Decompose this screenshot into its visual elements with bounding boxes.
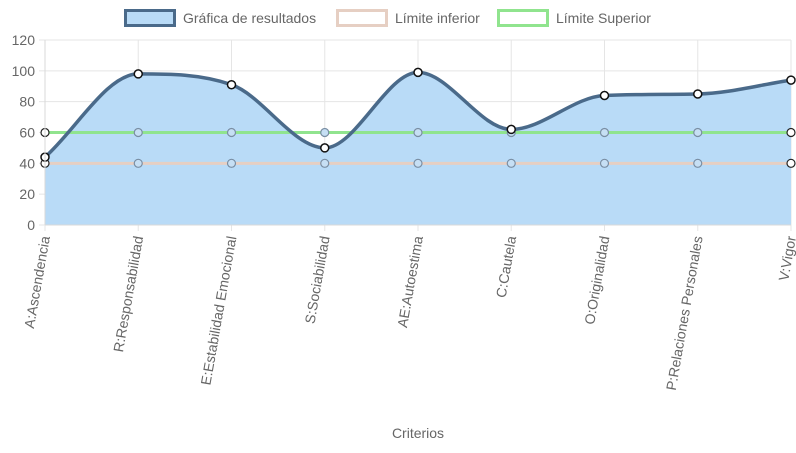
y-tick-label: 40 bbox=[19, 155, 35, 171]
results-point bbox=[506, 124, 516, 135]
legend-item-results: Gráfica de resultados bbox=[124, 9, 316, 27]
y-tick-label: 120 bbox=[12, 32, 36, 48]
legend: Gráfica de resultados Límite inferior Lími… bbox=[124, 9, 651, 27]
y-tick-label: 100 bbox=[12, 63, 36, 79]
results-point bbox=[413, 67, 423, 78]
upper-limit-point bbox=[320, 127, 330, 138]
lower-limit-point bbox=[133, 158, 143, 168]
x-tick-label: R:Responsabilidad bbox=[110, 235, 146, 354]
legend-item-lower-limit: Límite inferior bbox=[336, 9, 480, 27]
x-tick-label: S:Sociabilidad bbox=[302, 235, 333, 325]
x-tick-label: A:Ascendencia bbox=[21, 235, 53, 330]
lower-limit-point bbox=[506, 158, 516, 168]
x-tick-label: E:Estabilidad Emocional bbox=[197, 235, 239, 386]
results-point bbox=[133, 69, 143, 79]
x-axis-title: Criterios bbox=[392, 425, 444, 441]
results-point bbox=[786, 75, 796, 85]
lower-limit-point bbox=[786, 158, 796, 168]
legend-label: Gráfica de resultados bbox=[183, 10, 316, 26]
x-tick-label: AE:Autoestima bbox=[394, 235, 426, 329]
legend-item-upper-limit: Límite Superior bbox=[497, 9, 651, 27]
x-tick-label: V:Vigor bbox=[775, 234, 796, 282]
lower-limit-point bbox=[599, 158, 610, 168]
x-tick-label: P:Relaciones Personales bbox=[663, 235, 706, 392]
legend-swatch bbox=[124, 9, 176, 27]
lower-limit-point bbox=[320, 158, 330, 168]
legend-label: Límite Superior bbox=[556, 10, 651, 26]
lower-limit-point bbox=[693, 158, 703, 168]
upper-limit-point bbox=[786, 127, 796, 138]
upper-limit-point bbox=[133, 127, 143, 138]
legend-swatch bbox=[497, 9, 549, 27]
results-point bbox=[599, 90, 610, 101]
x-tick-label: O:Originalidad bbox=[581, 235, 612, 326]
results-point bbox=[693, 89, 703, 99]
y-tick-label: 80 bbox=[19, 94, 35, 110]
upper-limit-point bbox=[599, 127, 610, 138]
lower-limit-point bbox=[226, 158, 237, 168]
upper-limit-point bbox=[226, 127, 237, 138]
y-tick-label: 20 bbox=[19, 186, 35, 202]
y-tick-label: 0 bbox=[27, 217, 35, 233]
legend-label: Límite inferior bbox=[395, 10, 480, 26]
y-tick-label: 60 bbox=[19, 125, 35, 141]
upper-limit-point bbox=[413, 127, 423, 138]
legend-swatch bbox=[336, 9, 388, 27]
lower-limit-point bbox=[413, 158, 423, 168]
results-area-fill bbox=[45, 72, 791, 225]
x-tick-label: C:Cautela bbox=[493, 235, 520, 299]
series-layer bbox=[40, 67, 796, 225]
upper-limit-point bbox=[693, 127, 703, 138]
results-point bbox=[226, 79, 237, 90]
results-point bbox=[320, 143, 330, 153]
